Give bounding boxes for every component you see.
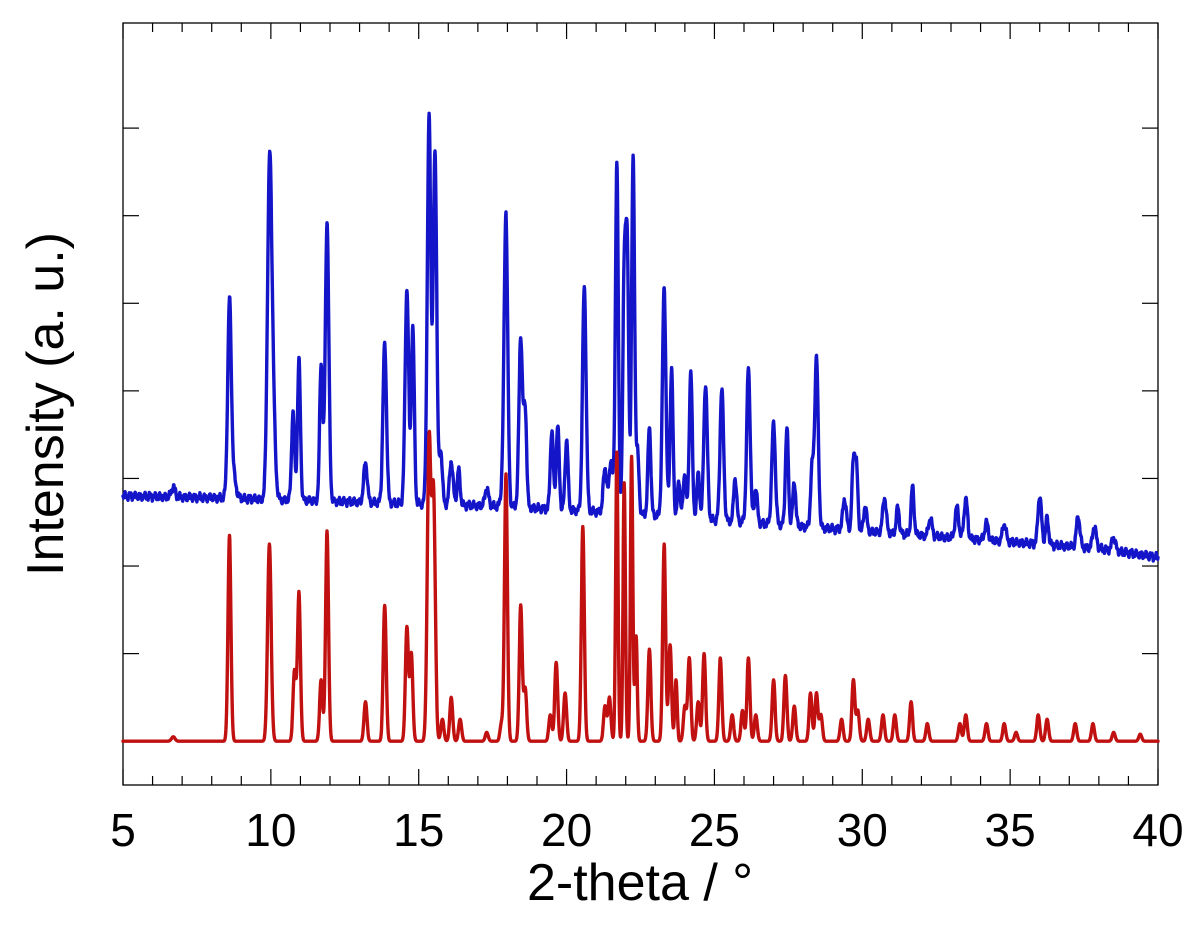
x-tick-label: 25 [689, 804, 740, 856]
series-line-0 [121, 111, 1160, 563]
x-tick-label: 40 [1132, 804, 1183, 856]
series-line-1 [121, 429, 1160, 743]
x-tick-label: 20 [541, 804, 592, 856]
x-tick-label: 15 [393, 804, 444, 856]
y-axis-ticks [123, 127, 1158, 742]
x-axis-ticks [122, 23, 1159, 785]
x-axis-label: 2-theta / ° [527, 854, 753, 912]
x-tick-label: 5 [110, 804, 136, 856]
x-tick-label: 30 [837, 804, 888, 856]
series-group [121, 111, 1160, 743]
y-axis-label: Intensity (a. u.) [17, 232, 75, 576]
x-tick-label: 10 [245, 804, 296, 856]
x-axis-tick-labels: 5 10 15 20 25 30 35 40 [110, 804, 1183, 856]
x-tick-label: 35 [985, 804, 1036, 856]
plot-frame [122, 22, 1159, 786]
